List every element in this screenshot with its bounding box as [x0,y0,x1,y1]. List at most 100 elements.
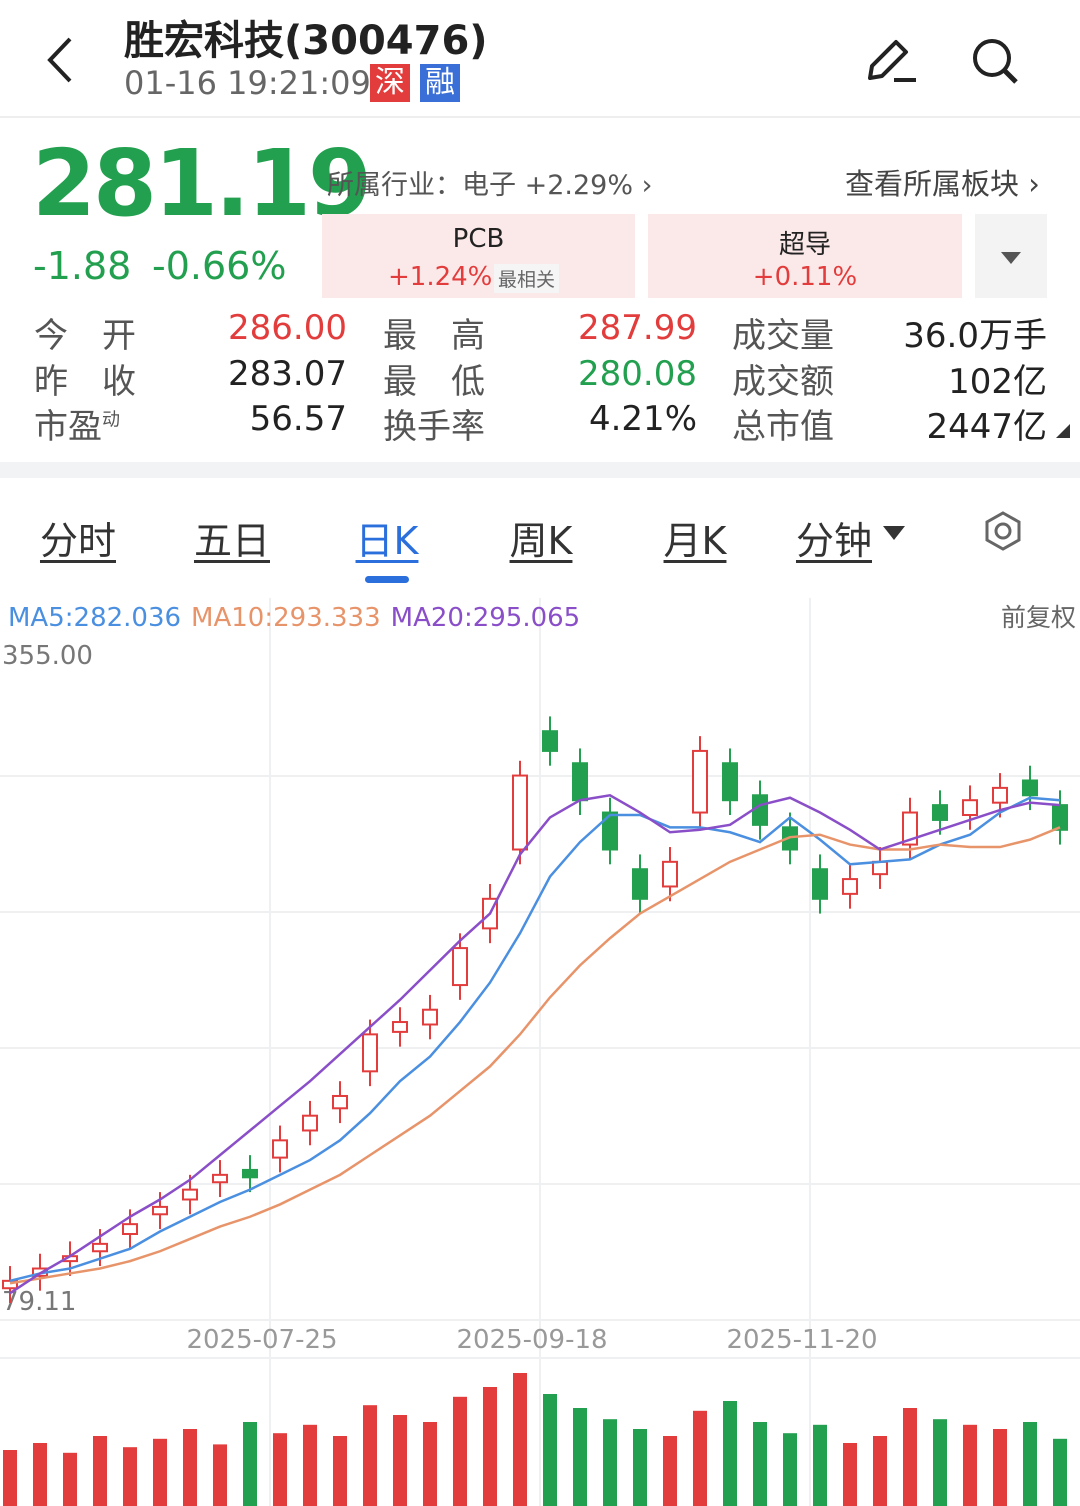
candle-body [572,762,588,802]
stat-value: 283.07 [228,354,347,394]
sector-change: +0.11% [752,262,858,292]
volume-bar [963,1424,977,1506]
section-gap [0,462,1080,478]
candle-body [362,1033,378,1073]
candle-body [812,868,828,900]
settings-button[interactable] [982,510,1024,552]
badge: 深 [370,64,410,102]
volume-bar [273,1433,287,1506]
volume-bar [483,1387,497,1506]
volume-bar [183,1429,197,1506]
divider [0,116,1080,118]
stat-value: 102亿 [948,362,1047,402]
stat-value: 2447亿 [926,407,1047,447]
volume-bar [423,1422,437,1506]
candle-body [1052,804,1068,831]
candle-body [392,1021,408,1033]
tab[interactable]: 月K [663,519,727,563]
candle-body [152,1205,168,1216]
volume-bar [633,1429,647,1506]
candle-body [722,762,738,802]
x-tick-label: 2025-07-25 [186,1325,337,1355]
candle-body [512,774,528,851]
volume-bar [843,1443,857,1506]
tab[interactable]: 分时 [39,519,116,563]
volume-bar [363,1405,377,1506]
candle-body [662,860,678,888]
tab[interactable]: 周K [509,519,573,563]
sector-name: PCB [452,224,505,254]
candle-body [992,786,1008,804]
candle-body [602,811,618,851]
volume-bar [933,1419,947,1506]
sector-change: +1.24% [388,262,493,292]
volume-bar [783,1433,797,1506]
volume-bar [33,1443,47,1506]
volume-bar [333,1436,347,1506]
stat-value: 280.08 [578,354,697,394]
stat-label: 市盈动 [34,407,120,447]
x-tick-label: 2025-09-18 [456,1325,607,1355]
back-button[interactable] [40,35,80,85]
stat-label: 成交量 [732,316,834,356]
volume-bar [393,1415,407,1506]
candle-body [1022,779,1038,797]
candle-body [452,947,468,987]
ma-line [9,826,1061,1285]
volume-bar [153,1438,167,1506]
sector-name: 超导 [778,230,831,260]
candle-body [932,804,948,821]
candle-body [242,1168,258,1179]
volume-bar [453,1396,467,1506]
legend-entry: MA5:282.036 [8,603,181,633]
volume-bar [513,1373,527,1506]
stat-label: 成交额 [732,362,834,402]
candle-body [872,860,888,876]
expand-arrow[interactable] [1056,424,1070,438]
ma-line [9,793,1061,1295]
candle-body [962,799,978,816]
volume-bar [663,1436,677,1506]
volume-bar [993,1429,1007,1506]
volume-bar [123,1447,137,1506]
more-sectors[interactable] [975,214,1047,298]
stat-label: 总市值 [732,407,834,447]
y-tick-label: 79.11 [2,1287,76,1317]
candle-body [542,730,558,752]
tab[interactable]: 日K [355,519,419,563]
tab-indicator [365,576,409,583]
price-change: -1.88 [33,244,132,288]
volume-bar [813,1424,827,1506]
ma-line [9,796,1061,1283]
sector-link-text: 查看所属板块 [845,167,1020,201]
sector-card[interactable]: 超导 +0.11% [648,214,962,298]
volume-bar [303,1424,317,1506]
price-change-pct: -0.66% [152,244,287,288]
dropdown-arrow [883,526,905,540]
volume-bar [1053,1438,1067,1506]
sector-card[interactable]: PCB +1.24% 最相关 [322,214,635,298]
legend-entry: MA10:293.333 [191,603,381,633]
last-price: 281.19 [32,130,372,237]
industry-label: 所属行业： [327,170,462,201]
volume-bar [213,1444,227,1506]
volume-bar [723,1401,737,1506]
volume-bar [3,1450,17,1506]
candle-body [122,1223,138,1236]
legend-entry: MA20:295.065 [391,603,581,633]
candle-body [752,794,768,826]
tab[interactable]: 五日 [193,519,270,563]
sector-link[interactable]: 查看所属板块 › [845,167,1040,201]
stat-value: 56.57 [249,399,347,439]
edit-button[interactable] [864,34,920,86]
tab[interactable]: 分钟 [795,519,872,563]
candle-body [842,878,858,895]
search-button[interactable] [968,34,1022,88]
candle-body [212,1173,228,1184]
stat-label: 昨 收 [34,362,136,402]
candle-body [302,1114,318,1132]
industry[interactable]: 所属行业：电子 +2.29% › [327,170,653,201]
sector-tag: 最相关 [494,264,560,293]
